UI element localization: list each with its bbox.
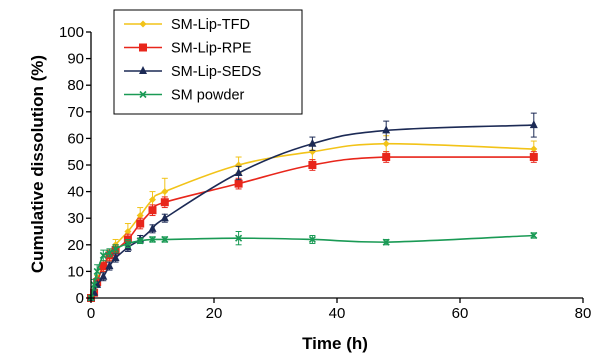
y-tick-label: 10 [67,263,84,280]
data-point [234,167,243,176]
data-point [382,125,391,134]
marker-stroke [93,267,101,275]
marker-stroke [530,231,538,240]
x-tick-label: 0 [87,305,95,322]
data-point [161,235,169,244]
legend-item: SM powder [124,88,245,104]
data-point [235,234,243,242]
data-point [124,239,132,248]
legend-items: SM-Lip-TFD SM-Lip-RPE SM-Lip-SEDS SM powder [124,17,261,104]
y-tick-label: 100 [59,24,84,41]
series-line [90,234,534,299]
legend-label: SM powder [171,88,245,104]
series-sm-powder [87,231,538,302]
data-point [136,219,145,228]
marker-stroke [99,251,107,260]
data-point [382,238,390,246]
legend-label: SM-Lip-RPE [171,41,252,57]
y-tick-label: 30 [67,210,84,227]
legend-label: SM-Lip-TFD [171,17,250,33]
data-point [160,213,169,222]
x-axis-ticks: 0 20 40 60 80 [87,298,592,322]
data-point [530,231,538,240]
data-point [308,161,317,169]
x-tick-label: 60 [452,305,469,322]
series-line [90,156,534,299]
legend-swatch-marker [139,90,147,99]
data-point [382,153,391,162]
data-point [382,140,390,148]
y-tick-label: 20 [67,237,84,254]
legend-swatch-marker [139,66,147,74]
marker-stroke [308,235,316,244]
chart-marks [87,112,538,302]
marker-stroke [105,249,114,257]
legend-swatch-marker [139,43,147,52]
chart-legend: SM-Lip-TFD SM-Lip-RPE SM-Lip-SEDS SM powder [113,9,303,115]
data-point [234,179,243,188]
data-point [148,206,157,215]
marker-stroke [139,90,147,99]
data-point [99,262,108,271]
data-point [124,228,132,235]
legend-label: SM-Lip-SEDS [171,64,261,80]
marker-stroke [124,239,132,248]
data-point [105,261,114,270]
data-point [149,196,156,204]
data-point [148,223,157,232]
data-point [136,237,144,245]
data-point [90,281,98,289]
legend-item: SM-Lip-SEDS [124,64,261,80]
legend-swatch-marker [139,20,147,28]
x-tick-label: 20 [206,305,223,322]
legend-item: SM-Lip-RPE [124,41,252,57]
marker-stroke [161,235,169,244]
data-point [308,235,316,244]
data-point [148,235,157,244]
data-point [136,212,144,220]
legend-item: SM-Lip-TFD [124,17,250,33]
x-tick-label: 80 [575,305,592,322]
marker-stroke [112,245,120,253]
y-tick-label: 0 [76,290,84,307]
data-point [160,198,169,207]
data-point [529,120,538,129]
y-tick-label: 70 [67,104,84,121]
data-point [530,145,538,153]
data-point [161,188,169,196]
y-tick-label: 80 [67,77,84,94]
y-axis-title: Cumulative dissolution (%) [28,55,47,273]
data-point [93,267,101,275]
data-point [529,153,538,162]
data-point [112,245,120,253]
marker-stroke [90,281,98,289]
marker-stroke [136,237,144,245]
y-tick-label: 90 [67,51,84,68]
marker-stroke [382,238,390,246]
y-tick-label: 40 [67,184,84,201]
x-tick-label: 40 [329,305,346,322]
y-tick-label: 60 [67,130,84,147]
marker-stroke [235,234,243,242]
data-point [308,138,317,147]
marker-stroke [148,235,157,244]
data-point [111,253,120,262]
x-axis-title: Time (h) [302,334,368,353]
y-axis-ticks: 0 10 20 30 40 50 60 70 80 90 100 [59,24,91,307]
data-point [105,249,114,257]
data-point [99,271,108,280]
y-tick-label: 50 [67,157,84,174]
data-point [99,251,107,260]
chart-axes: 0 20 40 60 80 0 10 20 30 40 50 60 70 80 90 100 [59,24,591,322]
